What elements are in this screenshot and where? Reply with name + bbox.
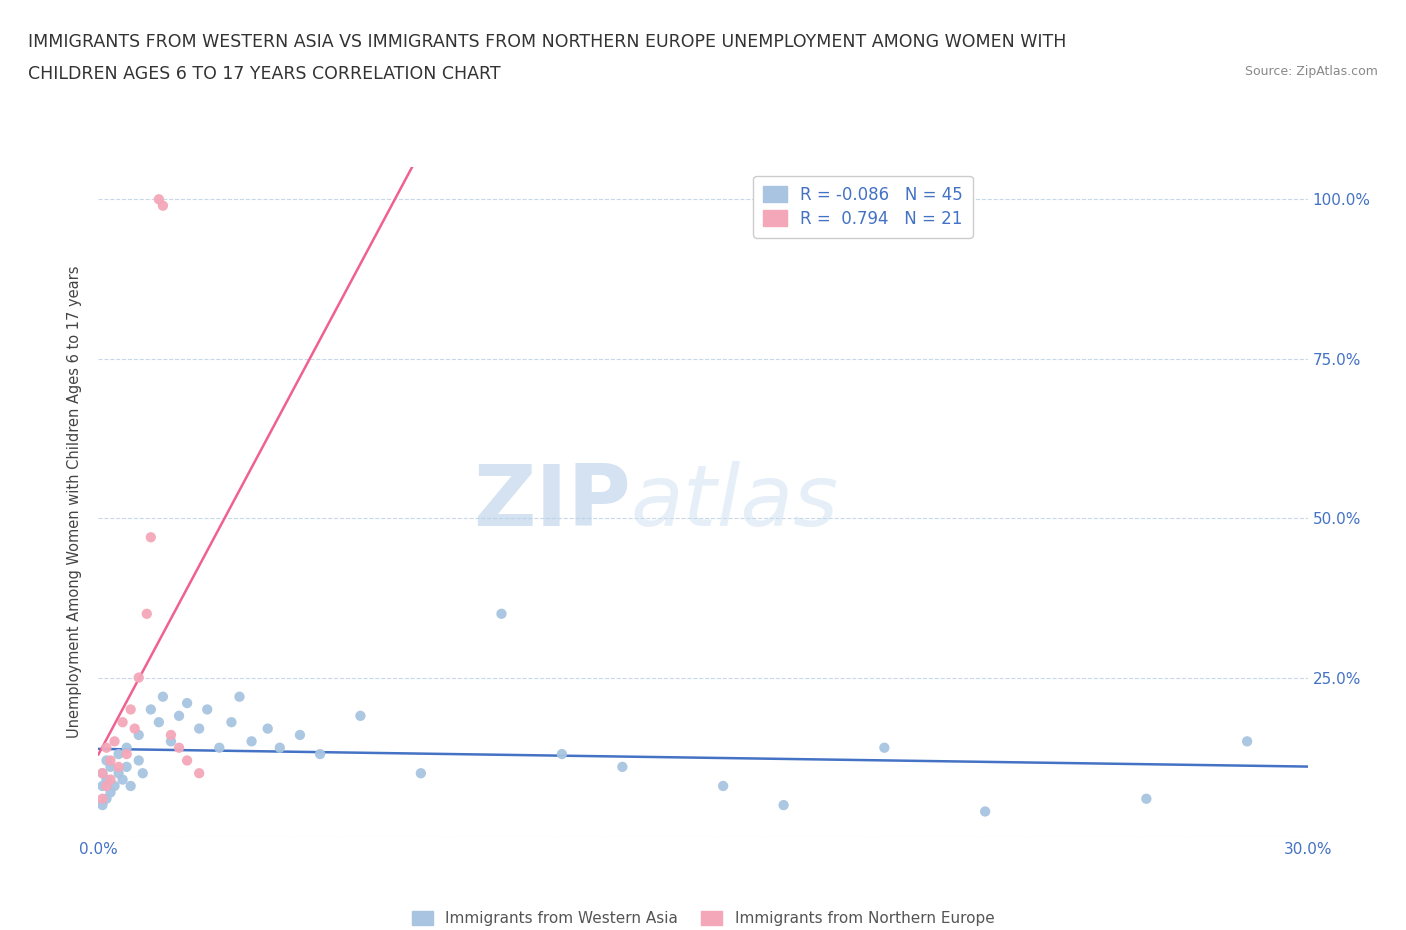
Point — [128, 753, 150, 768]
Point — [96, 740, 118, 755]
Point — [107, 765, 129, 780]
Point — [120, 778, 142, 793]
Legend: Immigrants from Western Asia, Immigrants from Northern Europe: Immigrants from Western Asia, Immigrants… — [405, 905, 1001, 930]
Point — [91, 765, 114, 780]
Point — [100, 760, 122, 775]
Point — [240, 734, 263, 749]
Point — [1135, 791, 1157, 806]
Point — [188, 721, 211, 736]
Point — [974, 804, 997, 819]
Point — [148, 192, 170, 206]
Point — [139, 702, 162, 717]
Point — [152, 689, 174, 704]
Point — [124, 721, 146, 736]
Point — [135, 606, 157, 621]
Point — [491, 606, 513, 621]
Point — [208, 740, 231, 755]
Point — [167, 740, 190, 755]
Point — [115, 760, 138, 775]
Point — [128, 671, 150, 685]
Point — [176, 753, 198, 768]
Point — [551, 747, 574, 762]
Point — [120, 702, 142, 717]
Point — [349, 709, 371, 724]
Point — [91, 778, 114, 793]
Point — [91, 791, 114, 806]
Point — [139, 530, 162, 545]
Point — [100, 772, 122, 787]
Point — [100, 753, 122, 768]
Point — [195, 702, 218, 717]
Point — [288, 727, 311, 742]
Point — [91, 798, 114, 813]
Text: Source: ZipAtlas.com: Source: ZipAtlas.com — [1244, 65, 1378, 78]
Point — [111, 715, 134, 730]
Point — [873, 740, 896, 755]
Point — [132, 765, 155, 780]
Point — [152, 198, 174, 213]
Point — [176, 696, 198, 711]
Text: IMMIGRANTS FROM WESTERN ASIA VS IMMIGRANTS FROM NORTHERN EUROPE UNEMPLOYMENT AMO: IMMIGRANTS FROM WESTERN ASIA VS IMMIGRAN… — [28, 33, 1067, 50]
Point — [188, 765, 211, 780]
Point — [148, 715, 170, 730]
Point — [160, 734, 183, 749]
Point — [96, 791, 118, 806]
Point — [103, 734, 125, 749]
Point — [128, 727, 150, 742]
Text: ZIP: ZIP — [472, 460, 630, 544]
Point — [115, 747, 138, 762]
Point — [160, 727, 183, 742]
Point — [221, 715, 243, 730]
Point — [228, 689, 250, 704]
Point — [107, 760, 129, 775]
Point — [96, 753, 118, 768]
Point — [256, 721, 278, 736]
Point — [409, 765, 432, 780]
Point — [91, 765, 114, 780]
Text: CHILDREN AGES 6 TO 17 YEARS CORRELATION CHART: CHILDREN AGES 6 TO 17 YEARS CORRELATION … — [28, 65, 501, 83]
Point — [103, 778, 125, 793]
Point — [107, 747, 129, 762]
Text: atlas: atlas — [630, 460, 838, 544]
Point — [96, 778, 118, 793]
Point — [1236, 734, 1258, 749]
Point — [269, 740, 291, 755]
Point — [772, 798, 794, 813]
Point — [100, 785, 122, 800]
Point — [167, 709, 190, 724]
Point — [711, 778, 734, 793]
Point — [96, 772, 118, 787]
Point — [612, 760, 634, 775]
Point — [309, 747, 332, 762]
Y-axis label: Unemployment Among Women with Children Ages 6 to 17 years: Unemployment Among Women with Children A… — [67, 266, 83, 738]
Point — [115, 740, 138, 755]
Point — [111, 772, 134, 787]
